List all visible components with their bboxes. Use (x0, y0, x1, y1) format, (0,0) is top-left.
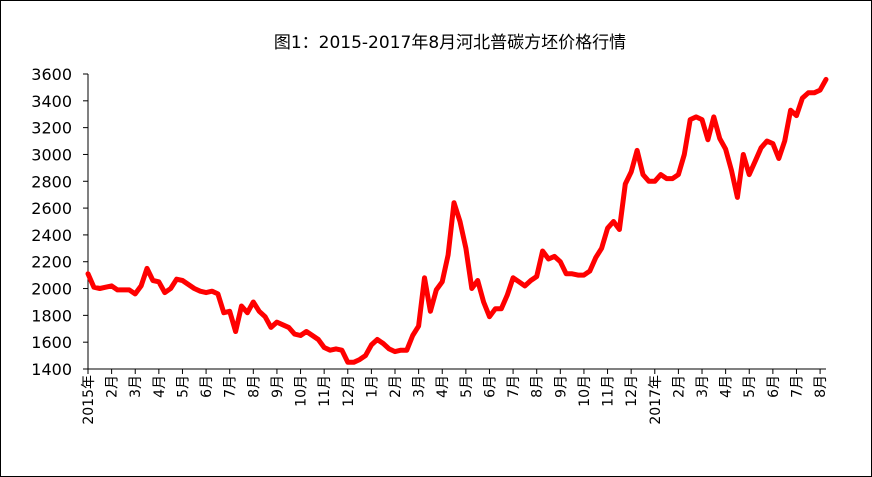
x-tick-label: 6月 (766, 375, 782, 398)
y-tick-label: 2000 (31, 280, 72, 299)
x-tick-label: 8月 (813, 375, 829, 398)
x-tick-label: 6月 (199, 375, 215, 398)
y-tick-label: 1400 (31, 360, 72, 379)
x-tick-label: 3月 (412, 375, 428, 398)
y-tick-label: 2400 (31, 226, 72, 245)
y-tick-label: 3600 (31, 65, 72, 84)
x-tick-label: 5月 (459, 375, 475, 398)
x-tick-label: 10月 (577, 375, 593, 407)
x-tick-label: 4月 (152, 375, 168, 398)
x-tick-label: 2月 (671, 375, 687, 398)
x-tick-label: 2月 (105, 375, 121, 398)
y-tick-label: 1600 (31, 333, 72, 352)
x-tick-label: 11月 (601, 375, 617, 407)
x-tick-label: 8月 (246, 375, 262, 398)
y-tick-label: 3000 (31, 145, 72, 164)
y-tick-label: 2600 (31, 199, 72, 218)
x-tick-label: 4月 (435, 375, 451, 398)
y-tick-label: 2800 (31, 172, 72, 191)
x-tick-label: 5月 (742, 375, 758, 398)
x-tick-label: 10月 (294, 375, 310, 407)
x-tick-label: 5月 (175, 375, 191, 398)
chart-title: 图1：2015-2017年8月河北普碳方坯价格行情 (274, 33, 626, 53)
x-tick-label: 7月 (789, 375, 805, 398)
x-tick-label: 9月 (553, 375, 569, 398)
x-tick-label: 2月 (388, 375, 404, 398)
x-tick-label: 12月 (624, 375, 640, 407)
y-tick-label: 1800 (31, 306, 72, 325)
x-tick-label: 2015年 (81, 375, 97, 425)
x-tick-label: 4月 (719, 375, 735, 398)
x-tick-label: 7月 (223, 375, 239, 398)
price-line (85, 76, 829, 365)
x-tick-label: 6月 (482, 375, 498, 398)
y-tick-label: 2200 (31, 253, 72, 272)
x-tick-label: 8月 (530, 375, 546, 398)
y-tick-label: 3200 (31, 119, 72, 138)
x-tick-label: 11月 (317, 375, 333, 407)
x-tick-label: 12月 (341, 375, 357, 407)
x-tick-label: 1月 (364, 375, 380, 398)
x-tick-label: 3月 (695, 375, 711, 398)
x-tick-label: 2017年 (648, 375, 664, 425)
x-tick-label: 3月 (128, 375, 144, 398)
y-tick-label: 3400 (31, 92, 72, 111)
x-tick-label: 9月 (270, 375, 286, 398)
x-tick-label: 7月 (506, 375, 522, 398)
